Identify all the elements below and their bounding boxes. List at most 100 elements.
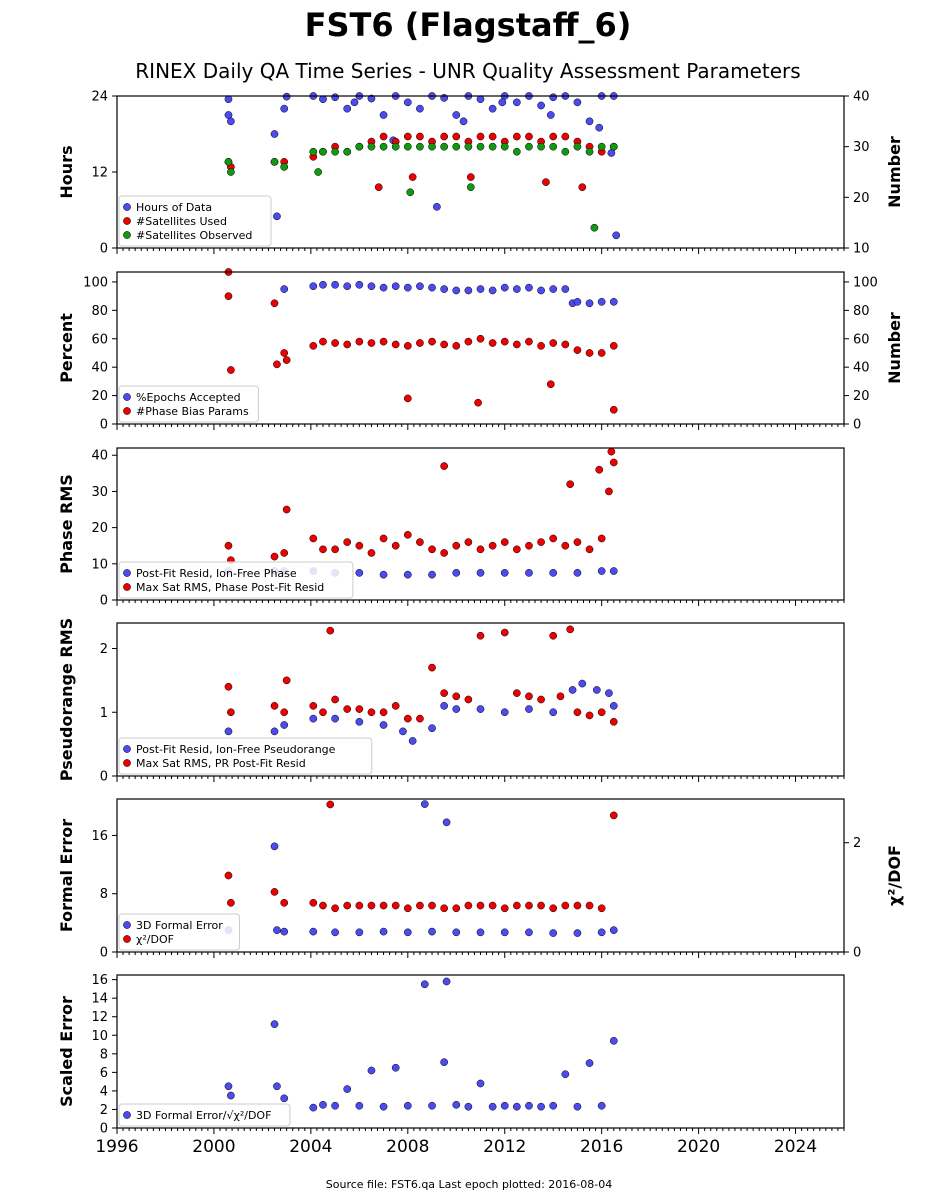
y-tick-label: 14 xyxy=(91,992,108,1007)
legend-box xyxy=(118,737,373,775)
data-point-blue xyxy=(525,705,533,713)
data-point-green xyxy=(314,168,322,176)
data-point-green xyxy=(367,142,376,151)
y-right-tick-label: 0 xyxy=(853,418,861,433)
data-point-blue xyxy=(440,1058,448,1067)
data-point-blue xyxy=(319,280,327,289)
data-point-red xyxy=(561,132,570,141)
data-point-red xyxy=(597,708,606,717)
data-point-blue xyxy=(537,101,545,110)
data-point-blue xyxy=(585,117,594,126)
data-point-green xyxy=(513,147,521,156)
data-point-blue xyxy=(282,92,291,101)
data-point-red xyxy=(367,549,376,557)
plot-frame xyxy=(116,798,845,953)
data-point-green xyxy=(319,147,327,156)
data-point-blue xyxy=(452,928,461,937)
legend-label: #Phase Bias Params xyxy=(136,405,249,418)
y-tick-label: 10 xyxy=(91,557,108,572)
data-point-red xyxy=(440,549,448,557)
data-point-red xyxy=(585,545,594,554)
data-point-green xyxy=(549,142,558,151)
data-point-red xyxy=(227,708,235,717)
data-point-red xyxy=(452,541,461,550)
data-point-red xyxy=(280,349,289,357)
data-point-red xyxy=(549,631,558,640)
y-axis-label: Percent xyxy=(57,313,76,383)
legend-label: χ²/DOF xyxy=(136,933,174,946)
x-tick-label: 2000 xyxy=(192,1137,235,1157)
data-point-red xyxy=(331,904,339,913)
data-point-blue xyxy=(273,926,281,934)
legend-label: Max Sat RMS, Phase Post-Fit Resid xyxy=(136,581,324,594)
data-point-blue xyxy=(464,286,473,295)
legend-box xyxy=(118,913,240,951)
legend-box xyxy=(118,561,354,599)
y-tick-label: 20 xyxy=(91,521,108,536)
legend-label: 3D Formal Error/√χ²/DOF xyxy=(136,1109,271,1122)
data-point-red xyxy=(379,901,388,910)
x-tick-label: 2004 xyxy=(289,1137,332,1157)
data-point-blue xyxy=(270,1020,279,1028)
data-point-red xyxy=(452,132,461,141)
data-point-green xyxy=(406,188,415,197)
data-point-green xyxy=(537,142,545,151)
data-point-blue xyxy=(227,1091,235,1100)
data-point-blue xyxy=(379,721,388,729)
data-point-blue xyxy=(428,1101,436,1110)
x-tick-label: 1996 xyxy=(95,1137,138,1157)
y-right-tick-label: 40 xyxy=(853,361,870,376)
data-point-green xyxy=(379,142,388,151)
data-point-red xyxy=(549,132,558,141)
data-point-red xyxy=(573,708,582,717)
data-point-red xyxy=(561,541,570,550)
data-point-blue xyxy=(573,569,582,577)
data-point-blue xyxy=(403,928,412,937)
data-point-blue xyxy=(319,1100,327,1109)
data-point-blue xyxy=(609,926,618,934)
data-point-red xyxy=(525,692,533,701)
y-tick-label: 6 xyxy=(100,1066,108,1081)
data-point-red xyxy=(537,901,545,910)
data-point-blue xyxy=(273,1082,281,1091)
y-tick-label: 40 xyxy=(91,361,108,376)
data-point-red xyxy=(391,340,400,349)
data-point-blue xyxy=(561,1070,570,1079)
data-point-red xyxy=(355,705,364,713)
data-point-blue xyxy=(343,282,352,291)
data-point-green xyxy=(573,142,582,151)
data-point-blue xyxy=(498,98,507,107)
y-tick-label: 4 xyxy=(100,1084,108,1099)
plot-frame xyxy=(116,622,845,777)
data-point-green xyxy=(428,142,436,151)
data-point-blue xyxy=(319,95,327,104)
y-tick-label: 12 xyxy=(91,166,108,181)
data-point-blue xyxy=(442,977,451,986)
data-point-green xyxy=(464,142,473,151)
data-point-blue xyxy=(367,1066,376,1075)
data-point-blue xyxy=(612,231,621,240)
legend-marker-blue xyxy=(123,393,131,401)
data-point-red xyxy=(416,714,424,723)
legend-box xyxy=(118,195,272,247)
data-point-blue xyxy=(280,285,289,293)
data-point-red xyxy=(605,487,613,496)
data-point-blue xyxy=(403,98,412,107)
data-point-blue xyxy=(355,928,364,937)
data-point-red xyxy=(595,465,604,474)
data-point-red xyxy=(537,538,545,546)
data-point-red xyxy=(309,342,318,350)
data-point-blue xyxy=(270,842,279,851)
data-point-blue xyxy=(420,980,429,989)
data-point-blue xyxy=(224,1082,233,1091)
data-point-red xyxy=(466,173,475,181)
data-point-red xyxy=(609,342,618,350)
data-point-red xyxy=(573,901,582,910)
data-point-green xyxy=(488,142,497,151)
data-point-green xyxy=(227,168,235,176)
data-point-blue xyxy=(488,1102,497,1111)
data-point-red xyxy=(428,901,436,910)
data-point-green xyxy=(270,158,279,166)
data-point-blue xyxy=(379,570,388,579)
data-point-green xyxy=(391,142,400,151)
